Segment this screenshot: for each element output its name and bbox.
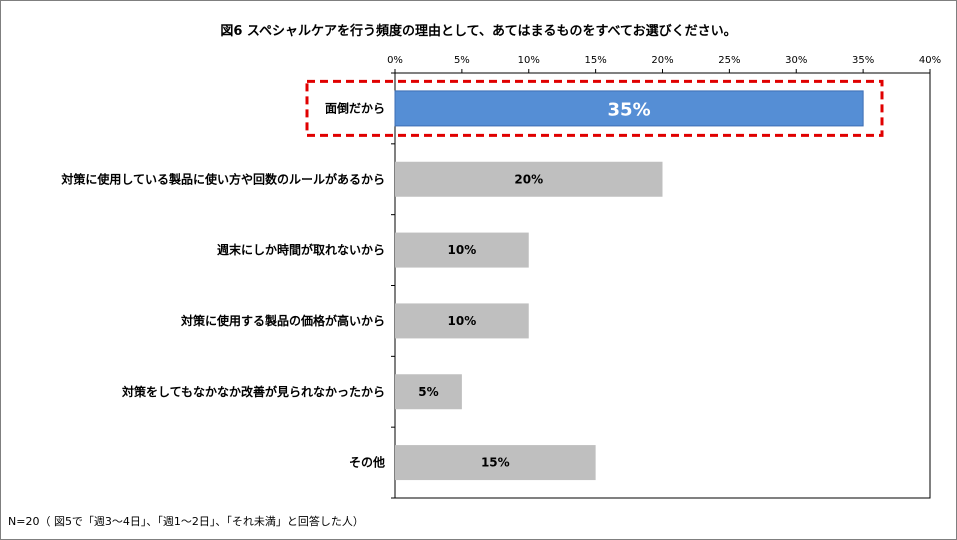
- data-label-2: 10%: [448, 243, 477, 257]
- data-label-5: 15%: [481, 456, 510, 470]
- footnote: N=20（ 図5で「週3〜4日」、「週1〜2日」、「それ未満」と回答した人）: [8, 515, 364, 528]
- x-tick-label-8: 40%: [919, 55, 941, 66]
- category-label-4: 対策をしてもなかなか改善が見られなかったから: [121, 384, 385, 399]
- bar-2: [395, 232, 529, 268]
- x-tick-label-5: 25%: [718, 55, 740, 66]
- highlight-box: [305, 79, 884, 137]
- bar-5: [395, 445, 596, 481]
- bar-3: [395, 303, 529, 339]
- category-label-1: 対策に使用している製品に使い方や回数のルールがあるから: [60, 171, 385, 186]
- data-label-0: 35%: [608, 99, 651, 120]
- x-tick-label-3: 15%: [585, 55, 607, 66]
- category-label-2: 週末にしか時間が取れないから: [217, 242, 385, 257]
- x-tick-label-4: 20%: [651, 55, 673, 66]
- bar-4: [395, 374, 462, 410]
- bar-1: [395, 161, 663, 197]
- data-label-1: 20%: [514, 172, 543, 186]
- x-tick-label-2: 10%: [518, 55, 540, 66]
- category-label-5: その他: [349, 455, 385, 470]
- x-tick-label-1: 5%: [454, 55, 470, 66]
- x-tick-label-0: 0%: [387, 55, 403, 66]
- category-label-0: 面倒だから: [325, 100, 385, 115]
- category-label-3: 対策に使用する製品の価格が高いから: [180, 313, 385, 328]
- bar-0: [394, 90, 864, 127]
- x-tick-label-7: 35%: [852, 55, 874, 66]
- data-label-3: 10%: [448, 314, 477, 328]
- data-label-4: 5%: [418, 385, 438, 399]
- x-tick-label-6: 30%: [785, 55, 807, 66]
- chart-title: 図6 スペシャルケアを行う頻度の理由として、あてはまるものをすべてお選びください…: [220, 24, 737, 39]
